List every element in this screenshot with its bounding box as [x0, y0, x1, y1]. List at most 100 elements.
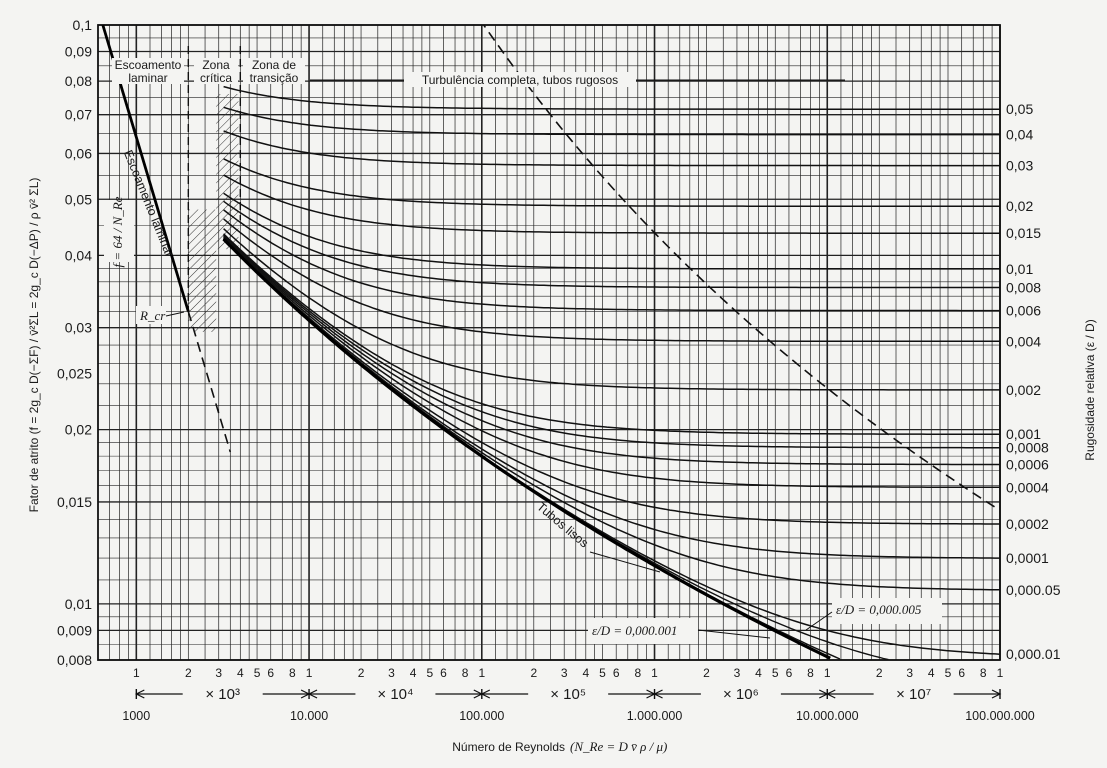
- multiplier-label: × 10⁵: [550, 686, 586, 703]
- smooth-pipes-label: Tubos lisos: [534, 499, 591, 550]
- roughness-label: 0,0002: [1006, 516, 1049, 532]
- complete-turbulence-bg: [404, 72, 636, 87]
- transition-zone-label: transição: [250, 71, 299, 85]
- roughness-label: 0,006: [1006, 303, 1041, 319]
- multiplier-arrowhead: [307, 689, 318, 699]
- x-tick-label: 1: [478, 666, 485, 680]
- x-tick-label: 4: [928, 666, 935, 680]
- roughness-label: 0,001: [1006, 426, 1041, 442]
- roughness-curve: [223, 158, 1000, 207]
- x-tick-label: 8: [462, 666, 469, 680]
- roughness-curve: [223, 209, 1000, 312]
- laminar-extension-dashed: [187, 311, 232, 453]
- y-tick-label: 0,015: [57, 494, 92, 510]
- eps-label-1: ε/D = 0,000.001: [592, 623, 677, 638]
- y-tick-label: 0,04: [65, 247, 92, 263]
- right-axis-title: Rugosidade relativa (ε / D): [1083, 319, 1097, 460]
- eps1-bg: [588, 618, 698, 644]
- roughness-label: 0,000.01: [1006, 646, 1061, 662]
- x-tick-label: 1: [133, 666, 140, 680]
- x-decade-label: 10.000.000: [796, 709, 859, 723]
- y-tick-label: 0,02: [65, 422, 92, 438]
- roughness-label: 0,0008: [1006, 440, 1049, 456]
- complete-turbulence-boundary: [483, 24, 995, 508]
- roughness-label: 0,05: [1006, 101, 1033, 117]
- transition-zone-label: Zona de: [252, 58, 296, 72]
- roughness-curve: [223, 237, 1000, 525]
- x-tick-label: 5: [945, 666, 952, 680]
- roughness-curve: [223, 228, 1000, 391]
- roughness-label: 0,04: [1006, 127, 1033, 143]
- roughness-label: 0,01: [1006, 261, 1033, 277]
- x-tick-label: 1: [997, 666, 1004, 680]
- smooth-pipes-curve: [222, 237, 831, 660]
- x-tick-label: 3: [906, 666, 913, 680]
- x-decade-label: 10.000: [290, 709, 328, 723]
- y-tick-label: 0,03: [65, 320, 92, 336]
- critical-zone-bg: [194, 58, 238, 84]
- roughness-label: 0,008: [1006, 280, 1041, 296]
- x-tick-label: 4: [755, 666, 762, 680]
- multiplier-label: × 10⁶: [723, 686, 759, 703]
- multiplier-label: × 10³: [205, 686, 240, 703]
- x-tick-label: 6: [613, 666, 620, 680]
- x-tick-label: 8: [289, 666, 296, 680]
- x-tick-label: 5: [599, 666, 606, 680]
- roughness-label: 0,015: [1006, 225, 1041, 241]
- x-tick-label: 4: [582, 666, 589, 680]
- roughness-label: 0,002: [1006, 382, 1041, 398]
- y-tick-label: 0,07: [65, 107, 92, 123]
- roughness-label: 0,0004: [1006, 479, 1049, 495]
- roughness-curve: [223, 174, 1000, 234]
- x-axis-formula: (N_Re = D v̄ ρ / μ): [570, 739, 667, 754]
- roughness-curve: [223, 85, 1000, 110]
- laminar-zone-bg: [112, 58, 184, 84]
- roughness-label: 0,0006: [1006, 457, 1049, 473]
- laminar-zone-label: Escoamento: [115, 58, 182, 72]
- y-axis-title: Fator de atrito (f = 2g_c D(−ΣF) / v̄²ΣL…: [27, 178, 41, 513]
- x-tick-label: 5: [426, 666, 433, 680]
- y-tick-label: 0,009: [57, 622, 92, 638]
- roughness-curve: [223, 106, 1000, 136]
- roughness-label: 0,0001: [1006, 550, 1049, 566]
- multiplier-arrowhead: [653, 689, 663, 699]
- roughness-curve: [223, 234, 1000, 449]
- curves: [101, 24, 1001, 661]
- transition-zone-hatch: [216, 93, 239, 250]
- x-decade-label: 100.000.000: [965, 709, 1035, 723]
- x-tick-label: 8: [980, 666, 987, 680]
- multiplier-arrowhead: [825, 689, 836, 699]
- x-tick-label: 3: [734, 666, 741, 680]
- x-tick-label: 2: [530, 666, 537, 680]
- x-tick-label: 1: [306, 666, 313, 680]
- y-tick-label: 0,06: [65, 145, 92, 161]
- x-decade-label: 100.000: [459, 709, 504, 723]
- roughness-label: 0,000.05: [1006, 582, 1061, 598]
- complete-turbulence-label: Turbulência completa, tubos rugosos: [422, 73, 618, 87]
- roughness-label: 0,004: [1006, 333, 1041, 349]
- critical-zone-hatch: [188, 209, 217, 332]
- laminar-formula: f = 64 / N_Re: [110, 196, 125, 267]
- x-axis-title: Número de Reynolds: [452, 740, 565, 754]
- x-tick-label: 5: [254, 666, 261, 680]
- roughness-curve: [223, 130, 1000, 167]
- y-tick-label: 0,025: [57, 366, 92, 382]
- rcr-label: R_cr: [139, 308, 166, 323]
- x-tick-label: 6: [786, 666, 793, 680]
- x-tick-label: 2: [358, 666, 365, 680]
- rcr-arrow: [165, 311, 185, 317]
- roughness-label: 0,03: [1006, 158, 1033, 174]
- x-tick-label: 1: [824, 666, 831, 680]
- y-tick-label: 0,08: [65, 73, 92, 89]
- x-tick-label: 3: [561, 666, 568, 680]
- x-tick-label: 3: [215, 666, 222, 680]
- x-tick-label: 4: [410, 666, 417, 680]
- eps-arrow-1: [697, 629, 771, 639]
- x-tick-label: 2: [703, 666, 710, 680]
- roughness-label: 0,02: [1006, 198, 1033, 214]
- y-tick-label: 0,01: [65, 596, 92, 612]
- y-tick-label: 0,008: [57, 652, 92, 668]
- grid: [97, 24, 1001, 661]
